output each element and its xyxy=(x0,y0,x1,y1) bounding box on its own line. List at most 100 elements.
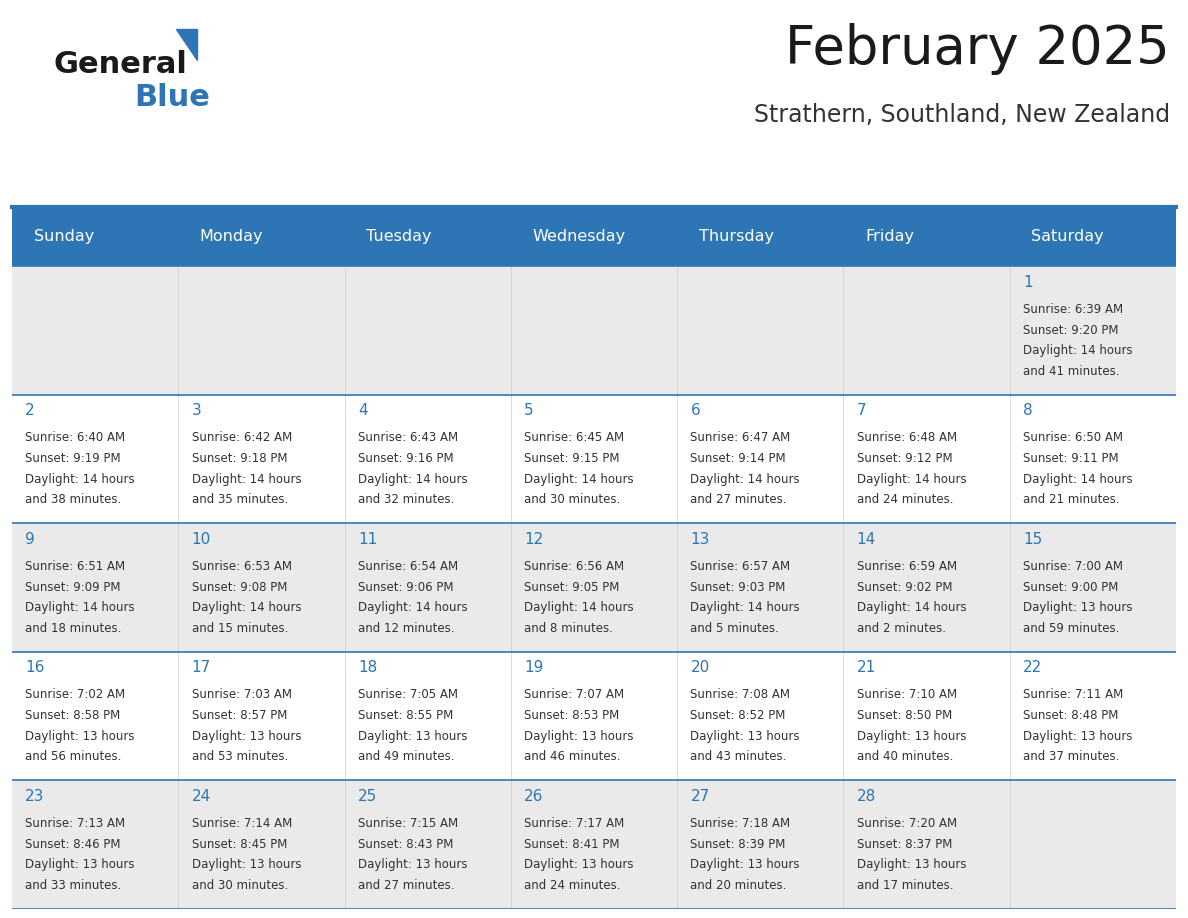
Text: Sunrise: 7:20 AM: Sunrise: 7:20 AM xyxy=(857,817,956,830)
Text: Daylight: 14 hours: Daylight: 14 hours xyxy=(25,473,134,486)
Text: Daylight: 13 hours: Daylight: 13 hours xyxy=(25,858,134,871)
Text: Daylight: 14 hours: Daylight: 14 hours xyxy=(524,601,633,614)
Text: Daylight: 13 hours: Daylight: 13 hours xyxy=(1023,601,1132,614)
Text: 20: 20 xyxy=(690,660,709,676)
Text: Sunset: 9:08 PM: Sunset: 9:08 PM xyxy=(191,580,286,594)
Text: Sunset: 8:39 PM: Sunset: 8:39 PM xyxy=(690,837,785,851)
Text: Sunrise: 7:18 AM: Sunrise: 7:18 AM xyxy=(690,817,790,830)
Text: General: General xyxy=(53,50,188,80)
Bar xyxy=(12,780,1176,909)
Text: and 46 minutes.: and 46 minutes. xyxy=(524,750,620,763)
Text: Sunrise: 6:40 AM: Sunrise: 6:40 AM xyxy=(25,431,125,444)
Text: and 2 minutes.: and 2 minutes. xyxy=(857,621,946,634)
Text: Sunset: 9:20 PM: Sunset: 9:20 PM xyxy=(1023,323,1119,337)
Text: Sunset: 8:52 PM: Sunset: 8:52 PM xyxy=(690,709,785,722)
Text: 18: 18 xyxy=(358,660,377,676)
Text: Sunrise: 6:47 AM: Sunrise: 6:47 AM xyxy=(690,431,791,444)
Text: 13: 13 xyxy=(690,532,710,547)
Text: Daylight: 14 hours: Daylight: 14 hours xyxy=(857,601,966,614)
Text: Sunrise: 7:13 AM: Sunrise: 7:13 AM xyxy=(25,817,125,830)
Text: Tuesday: Tuesday xyxy=(366,229,431,244)
Text: Sunrise: 6:48 AM: Sunrise: 6:48 AM xyxy=(857,431,956,444)
Text: Daylight: 13 hours: Daylight: 13 hours xyxy=(25,730,134,743)
Text: 25: 25 xyxy=(358,789,377,804)
Text: and 27 minutes.: and 27 minutes. xyxy=(358,879,454,891)
Text: and 12 minutes.: and 12 minutes. xyxy=(358,621,454,634)
Text: Daylight: 13 hours: Daylight: 13 hours xyxy=(358,730,467,743)
Text: Friday: Friday xyxy=(865,229,914,244)
Text: Sunrise: 6:59 AM: Sunrise: 6:59 AM xyxy=(857,560,956,573)
Text: 14: 14 xyxy=(857,532,876,547)
Text: 12: 12 xyxy=(524,532,543,547)
Text: 1: 1 xyxy=(1023,274,1032,290)
Text: Sunrise: 6:51 AM: Sunrise: 6:51 AM xyxy=(25,560,125,573)
Text: Sunset: 9:00 PM: Sunset: 9:00 PM xyxy=(1023,580,1118,594)
Text: Sunrise: 7:08 AM: Sunrise: 7:08 AM xyxy=(690,688,790,701)
Text: Sunset: 9:03 PM: Sunset: 9:03 PM xyxy=(690,580,785,594)
Bar xyxy=(12,207,1176,266)
Text: Sunset: 9:11 PM: Sunset: 9:11 PM xyxy=(1023,452,1119,465)
Text: Sunset: 9:15 PM: Sunset: 9:15 PM xyxy=(524,452,620,465)
Text: and 24 minutes.: and 24 minutes. xyxy=(524,879,620,891)
Text: 19: 19 xyxy=(524,660,544,676)
Text: Sunrise: 6:56 AM: Sunrise: 6:56 AM xyxy=(524,560,624,573)
Text: Sunset: 8:48 PM: Sunset: 8:48 PM xyxy=(1023,709,1118,722)
Text: Sunrise: 7:03 AM: Sunrise: 7:03 AM xyxy=(191,688,291,701)
Text: 28: 28 xyxy=(857,789,876,804)
Text: 5: 5 xyxy=(524,403,533,419)
Text: and 59 minutes.: and 59 minutes. xyxy=(1023,621,1119,634)
Text: Saturday: Saturday xyxy=(1031,229,1104,244)
Text: Sunrise: 6:45 AM: Sunrise: 6:45 AM xyxy=(524,431,624,444)
Text: Daylight: 14 hours: Daylight: 14 hours xyxy=(358,473,467,486)
Text: and 35 minutes.: and 35 minutes. xyxy=(191,493,287,506)
Text: 15: 15 xyxy=(1023,532,1042,547)
Text: and 53 minutes.: and 53 minutes. xyxy=(191,750,287,763)
Text: Sunset: 9:09 PM: Sunset: 9:09 PM xyxy=(25,580,121,594)
Text: and 32 minutes.: and 32 minutes. xyxy=(358,493,454,506)
Text: 10: 10 xyxy=(191,532,210,547)
Text: Daylight: 14 hours: Daylight: 14 hours xyxy=(524,473,633,486)
Text: Sunrise: 7:11 AM: Sunrise: 7:11 AM xyxy=(1023,688,1124,701)
Text: and 41 minutes.: and 41 minutes. xyxy=(1023,364,1119,377)
Text: Daylight: 14 hours: Daylight: 14 hours xyxy=(1023,473,1132,486)
Text: 6: 6 xyxy=(690,403,700,419)
Text: and 49 minutes.: and 49 minutes. xyxy=(358,750,454,763)
Text: and 20 minutes.: and 20 minutes. xyxy=(690,879,786,891)
Text: Strathern, Southland, New Zealand: Strathern, Southland, New Zealand xyxy=(754,103,1170,127)
Text: 2: 2 xyxy=(25,403,34,419)
Text: 16: 16 xyxy=(25,660,45,676)
Bar xyxy=(12,652,1176,780)
Text: and 43 minutes.: and 43 minutes. xyxy=(690,750,786,763)
Text: Sunset: 9:14 PM: Sunset: 9:14 PM xyxy=(690,452,786,465)
Text: Sunset: 8:57 PM: Sunset: 8:57 PM xyxy=(191,709,286,722)
Text: Sunday: Sunday xyxy=(33,229,94,244)
Text: Sunset: 9:02 PM: Sunset: 9:02 PM xyxy=(857,580,953,594)
Text: 21: 21 xyxy=(857,660,876,676)
Text: Daylight: 14 hours: Daylight: 14 hours xyxy=(191,473,301,486)
Text: Sunrise: 6:54 AM: Sunrise: 6:54 AM xyxy=(358,560,457,573)
Text: Daylight: 14 hours: Daylight: 14 hours xyxy=(25,601,134,614)
Text: 17: 17 xyxy=(191,660,210,676)
Text: Sunset: 9:16 PM: Sunset: 9:16 PM xyxy=(358,452,454,465)
Text: 24: 24 xyxy=(191,789,210,804)
Text: Sunset: 8:43 PM: Sunset: 8:43 PM xyxy=(358,837,453,851)
Text: and 56 minutes.: and 56 minutes. xyxy=(25,750,121,763)
Text: Monday: Monday xyxy=(200,229,264,244)
Text: and 37 minutes.: and 37 minutes. xyxy=(1023,750,1119,763)
Text: and 30 minutes.: and 30 minutes. xyxy=(524,493,620,506)
Text: February 2025: February 2025 xyxy=(785,23,1170,75)
Text: Sunrise: 7:07 AM: Sunrise: 7:07 AM xyxy=(524,688,624,701)
Text: Daylight: 13 hours: Daylight: 13 hours xyxy=(1023,730,1132,743)
Text: and 27 minutes.: and 27 minutes. xyxy=(690,493,786,506)
Text: Sunset: 9:05 PM: Sunset: 9:05 PM xyxy=(524,580,619,594)
Text: Sunrise: 6:50 AM: Sunrise: 6:50 AM xyxy=(1023,431,1123,444)
Text: Daylight: 13 hours: Daylight: 13 hours xyxy=(524,858,633,871)
Text: Blue: Blue xyxy=(134,83,210,112)
Text: 4: 4 xyxy=(358,403,367,419)
Text: Sunrise: 7:15 AM: Sunrise: 7:15 AM xyxy=(358,817,457,830)
Text: Sunrise: 7:05 AM: Sunrise: 7:05 AM xyxy=(358,688,457,701)
Text: Daylight: 13 hours: Daylight: 13 hours xyxy=(358,858,467,871)
Text: and 15 minutes.: and 15 minutes. xyxy=(191,621,287,634)
Text: Sunset: 8:53 PM: Sunset: 8:53 PM xyxy=(524,709,619,722)
Text: Daylight: 13 hours: Daylight: 13 hours xyxy=(690,730,800,743)
